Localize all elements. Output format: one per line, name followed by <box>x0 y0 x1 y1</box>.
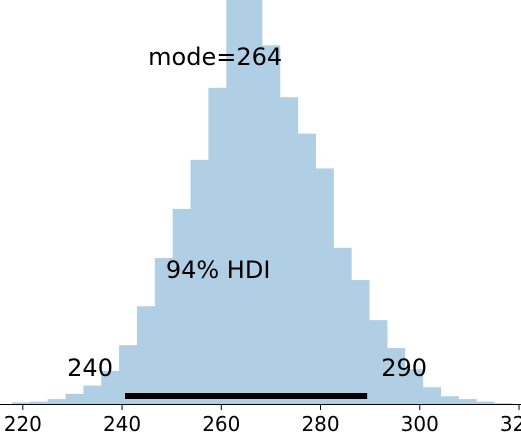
x-tick-label: 240 <box>103 412 141 433</box>
histogram-bar <box>65 393 84 404</box>
histogram-bar <box>29 401 49 404</box>
histogram-bar <box>190 159 209 404</box>
histogram-bar <box>226 0 245 404</box>
histogram-bar <box>476 401 495 404</box>
hdi-upper-bound-label: 290 <box>381 354 427 382</box>
x-tick-label: 280 <box>301 412 339 433</box>
histogram-bar <box>101 370 120 404</box>
histogram-bar <box>11 402 31 404</box>
x-tick-label: 260 <box>202 412 240 433</box>
histogram-bar <box>422 387 442 404</box>
histogram-bar <box>244 0 263 404</box>
x-tick-label: 300 <box>401 412 439 433</box>
histogram-bars <box>11 0 513 405</box>
histogram-bar <box>297 133 316 404</box>
histogram-bar <box>83 385 102 404</box>
histogram-bar <box>261 45 281 405</box>
histogram-bar <box>404 369 424 404</box>
histogram-bar <box>458 399 477 404</box>
mode-label: mode=264 <box>148 43 282 71</box>
x-axis-ticks: 220 240 260 280 300 320 <box>4 404 521 433</box>
histogram-bar <box>47 399 66 404</box>
histogram-bar <box>387 347 406 404</box>
histogram-bar <box>172 208 191 404</box>
x-tick-label: 220 <box>4 412 42 433</box>
hdi-label: 94% HDI <box>166 256 271 284</box>
histogram-bar <box>494 403 513 404</box>
histogram-bar <box>369 320 388 404</box>
histogram-bar <box>119 345 138 404</box>
histogram-bar <box>333 247 352 404</box>
histogram-bar <box>208 87 227 404</box>
hdi-lower-bound-label: 240 <box>67 354 113 382</box>
histogram-bar <box>154 257 174 404</box>
histogram-bar <box>136 306 156 404</box>
histogram-bar <box>351 280 370 404</box>
histogram-bar <box>315 168 334 404</box>
histogram-bar <box>279 97 299 404</box>
x-tick-label: 320 <box>500 412 521 433</box>
histogram-bar <box>440 396 459 404</box>
